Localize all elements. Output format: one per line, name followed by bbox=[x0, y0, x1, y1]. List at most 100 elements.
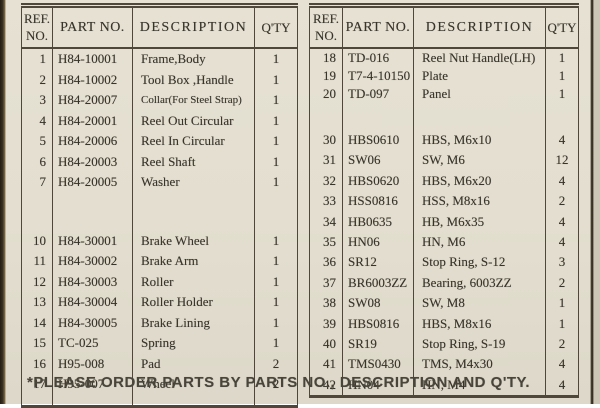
cell-desc: HN, M4 bbox=[413, 374, 546, 397]
cell-ref: 41 bbox=[323, 356, 336, 372]
empty-cell bbox=[22, 395, 53, 407]
table-row: 41 TMS0430 TMS, M4x30 4 bbox=[310, 354, 579, 375]
table-row: 31 SW06 SW, M6 12 bbox=[310, 150, 579, 171]
cell-part: H84-20006 bbox=[52, 131, 133, 152]
table-row: 7 H84-20005 Washer 1 bbox=[22, 172, 298, 193]
cell-part: H84-10002 bbox=[52, 69, 133, 90]
cell-ref: 33 bbox=[323, 193, 336, 209]
empty-cell bbox=[254, 192, 298, 231]
cell-qty: 4 bbox=[545, 211, 579, 233]
cell-ref: 32 bbox=[323, 172, 336, 188]
parts-table: REF. NO. PART NO. DESCRIPTION Q'TY 1 H84-… bbox=[21, 3, 298, 408]
table-row: 42 HN04 HN, M4 4 bbox=[310, 374, 579, 397]
cell-qty: 1 bbox=[254, 333, 298, 354]
cell-qty: 4 bbox=[545, 232, 579, 253]
cell-part: HN06 bbox=[342, 232, 414, 253]
cell-ref: 35 bbox=[323, 234, 336, 250]
cell-qty: 2 bbox=[254, 353, 298, 374]
cell-ref: 3 bbox=[39, 92, 47, 107]
cell-ref: 40 bbox=[323, 336, 336, 352]
cell-qty: 1 bbox=[254, 230, 298, 251]
cell-part: H95-008 bbox=[52, 353, 133, 374]
cell-qty: 1 bbox=[545, 48, 579, 67]
cell-qty: 1 bbox=[254, 292, 298, 313]
column-header-part-no: PART NO. bbox=[52, 5, 133, 49]
table-row: 15 TC-025 Spring 1 bbox=[22, 333, 298, 354]
cell-desc: SW, M6 bbox=[413, 150, 546, 171]
cell-part: BR6003ZZ bbox=[342, 272, 414, 294]
cell-part: H84-20005 bbox=[52, 172, 133, 193]
cell-qty: 1 bbox=[254, 48, 298, 70]
cell-ref: 7 bbox=[39, 174, 47, 189]
table-row: 39 HBS0816 HBS, M8x16 1 bbox=[310, 313, 579, 335]
cell-part: TD-016 bbox=[342, 48, 414, 67]
cell-part: HN04 bbox=[342, 374, 414, 397]
footer-order-note: *PLEASE ORDER PARTS BY PARTS NO., DESCRI… bbox=[27, 374, 531, 391]
cell-qty: 2 bbox=[545, 334, 579, 355]
cell-qty: 2 bbox=[254, 374, 298, 395]
scan-edge-right-line bbox=[590, 0, 594, 404]
cell-part: H84-30001 bbox=[52, 230, 133, 251]
cell-ref: 14 bbox=[33, 314, 46, 330]
cell-desc: HBS, M6x20 bbox=[413, 170, 546, 192]
cell-qty: 1 bbox=[254, 69, 298, 90]
cell-ref: 34 bbox=[323, 213, 336, 229]
cell-qty: 4 bbox=[545, 170, 579, 192]
cell-desc: HBS, M6x10 bbox=[413, 130, 546, 151]
table-row: 33 HSS0816 HSS, M8x16 2 bbox=[310, 191, 579, 212]
cell-qty: 3 bbox=[545, 252, 579, 273]
column-header-qty: Q'TY bbox=[254, 5, 298, 49]
table-row: 34 HB0635 HB, M6x35 4 bbox=[310, 211, 579, 233]
cell-desc: Frame,Body bbox=[132, 48, 255, 70]
parts-table: REF. NO. PART NO. DESCRIPTION Q'TY 18 TD-… bbox=[309, 3, 579, 399]
cell-qty: 1 bbox=[254, 312, 298, 333]
table-row: 12 H84-30003 Roller 1 bbox=[22, 271, 298, 292]
scan-edge-left bbox=[0, 0, 6, 404]
cell-ref: 13 bbox=[33, 294, 46, 309]
column-header-ref-no: REF. NO. bbox=[309, 5, 343, 49]
parts-rows-left: 1 H84-10001 Frame,Body 1 2 H84-10002 Tool Box … bbox=[22, 48, 298, 406]
cell-part: HSS0816 bbox=[342, 191, 414, 212]
cell-part: H84-30004 bbox=[52, 292, 133, 313]
cell-ref: 30 bbox=[323, 132, 336, 147]
table-row: 37 BR6003ZZ Bearing, 6003ZZ 2 bbox=[310, 272, 579, 294]
empty-spacer-row bbox=[310, 103, 579, 130]
cell-desc: Wheel bbox=[132, 374, 255, 395]
empty-cell bbox=[342, 103, 414, 130]
cell-desc: TMS, M4x30 bbox=[413, 354, 546, 375]
parts-table-right: REF. NO. PART NO. DESCRIPTION Q'TY 18 TD-… bbox=[309, 3, 579, 399]
cell-desc: Reel Out Circular bbox=[132, 110, 255, 131]
table-row: 10 H84-30001 Brake Wheel 1 bbox=[22, 230, 298, 251]
cell-ref: 5 bbox=[39, 133, 47, 148]
cell-desc: Panel bbox=[413, 85, 546, 103]
table-row: 17 H95-007 Wheel 2 bbox=[22, 374, 298, 395]
cell-part: HBS0816 bbox=[342, 313, 414, 335]
cell-desc: Brake Arm bbox=[132, 251, 255, 272]
cell-part: HBS0620 bbox=[342, 170, 414, 192]
empty-cell bbox=[254, 394, 298, 406]
cell-qty: 1 bbox=[545, 313, 579, 335]
parts-table-left: REF. NO. PART NO. DESCRIPTION Q'TY 1 H84-… bbox=[21, 3, 298, 408]
cell-part: HB0635 bbox=[342, 211, 414, 233]
cell-qty: 1 bbox=[254, 271, 298, 292]
empty-cell bbox=[22, 193, 53, 231]
table-row: 1 H84-10001 Frame,Body 1 bbox=[22, 48, 298, 70]
cell-qty: 4 bbox=[545, 374, 579, 397]
cell-ref: 31 bbox=[323, 152, 336, 168]
cell-qty: 2 bbox=[545, 191, 579, 212]
cell-desc: HB, M6x35 bbox=[413, 211, 546, 233]
empty-cell bbox=[132, 394, 255, 406]
table-row: 11 H84-30002 Brake Arm 1 bbox=[22, 251, 298, 272]
cell-desc: Reel In Circular bbox=[132, 131, 255, 152]
cell-qty: 1 bbox=[254, 172, 298, 193]
table-row: 2 H84-10002 Tool Box ,Handle 1 bbox=[22, 69, 298, 90]
cell-ref: 11 bbox=[33, 253, 46, 268]
cell-part: SW06 bbox=[342, 150, 414, 171]
table-row: 6 H84-20003 Reel Shaft 1 bbox=[22, 151, 298, 172]
cell-part: TMS0430 bbox=[342, 354, 414, 375]
cell-part: H84-20001 bbox=[52, 110, 133, 131]
cell-qty: 1 bbox=[545, 67, 579, 85]
cell-desc: Stop Ring, S-12 bbox=[413, 252, 546, 273]
cell-ref: 37 bbox=[323, 274, 336, 290]
empty-cell bbox=[132, 192, 255, 231]
